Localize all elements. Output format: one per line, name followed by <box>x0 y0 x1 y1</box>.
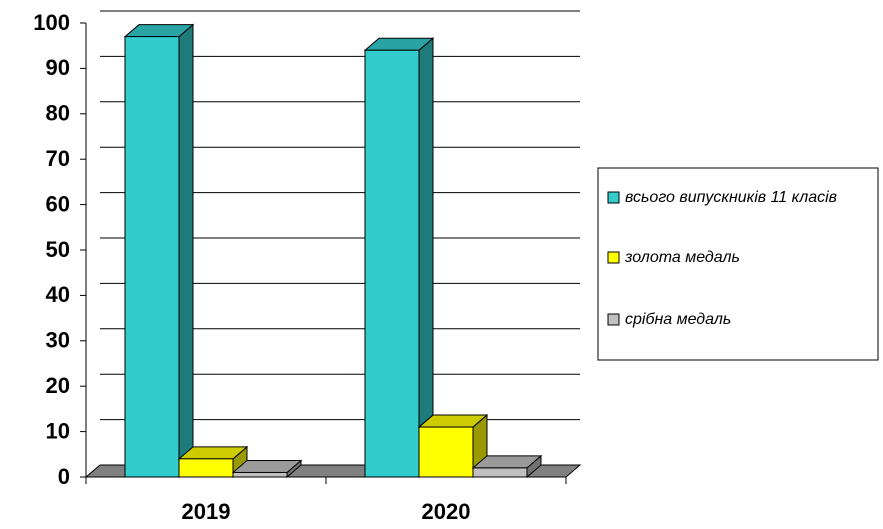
bar-front <box>124 36 180 478</box>
legend-swatch <box>607 313 620 326</box>
y-tick-label: 30 <box>46 328 70 353</box>
bar <box>471 454 543 479</box>
bar-front <box>232 471 288 478</box>
legend-label: всього випускників 11 класів <box>625 189 837 206</box>
bar-side <box>418 37 434 479</box>
legend <box>597 167 879 361</box>
x-tick-label: 2019 <box>182 499 231 524</box>
bar-front <box>364 49 420 478</box>
bar <box>123 23 195 479</box>
y-tick-label: 70 <box>46 146 70 171</box>
bar <box>231 459 303 479</box>
y-tick-label: 60 <box>46 191 70 216</box>
y-tick-label: 80 <box>46 101 70 126</box>
legend-swatch <box>607 251 620 264</box>
legend-label: золота медаль <box>624 249 740 266</box>
bar <box>363 37 435 479</box>
y-tick-label: 10 <box>46 418 70 443</box>
y-tick-label: 50 <box>46 237 70 262</box>
y-tick-label: 100 <box>33 10 70 35</box>
legend-swatch <box>607 191 620 204</box>
y-tick-label: 20 <box>46 373 70 398</box>
bar-front <box>418 426 474 478</box>
bar <box>177 445 249 479</box>
y-tick-label: 40 <box>46 282 70 307</box>
y-tick-label: 90 <box>46 55 70 80</box>
bar-front <box>178 458 234 478</box>
bar-front <box>472 467 528 478</box>
legend-label: срібна медаль <box>625 311 731 328</box>
x-tick-label: 2020 <box>422 499 471 524</box>
y-tick-label: 0 <box>58 464 70 489</box>
bar-side <box>178 23 194 479</box>
